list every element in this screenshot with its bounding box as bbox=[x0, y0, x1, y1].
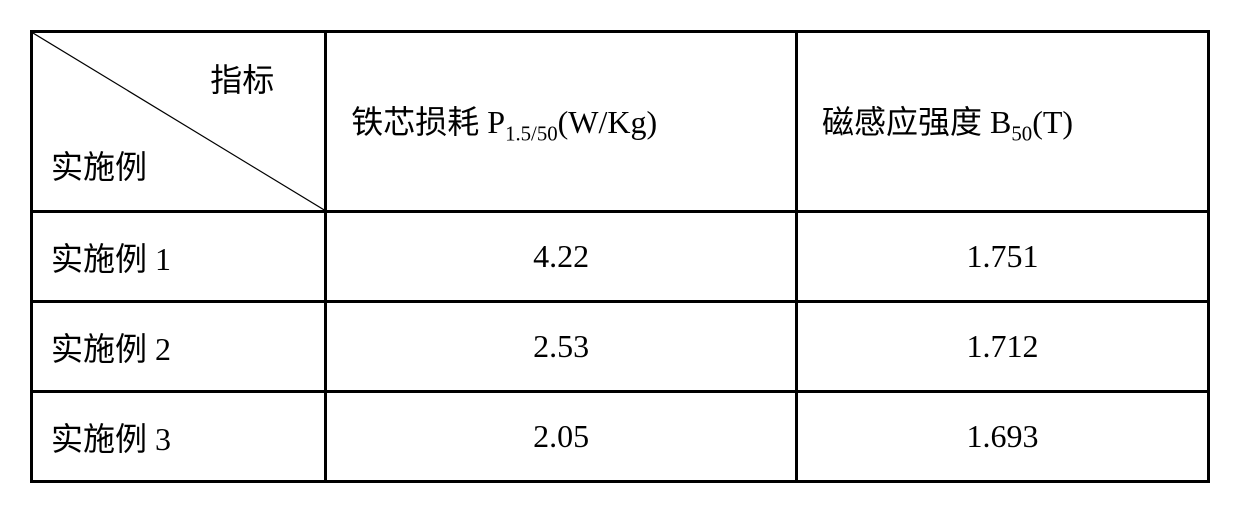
flux-density-value: 1.712 bbox=[797, 302, 1209, 392]
row-label: 实施例 2 bbox=[32, 302, 326, 392]
flux-suffix: (T) bbox=[1032, 104, 1073, 140]
table-row: 实施例 1 4.22 1.751 bbox=[32, 212, 1209, 302]
properties-table: 指标 实施例 铁芯损耗 P1.5/50(W/Kg) 磁感应强度 B50(T) 实… bbox=[30, 30, 1210, 483]
flux-density-value: 1.751 bbox=[797, 212, 1209, 302]
properties-table-container: 指标 实施例 铁芯损耗 P1.5/50(W/Kg) 磁感应强度 B50(T) 实… bbox=[30, 30, 1210, 483]
corner-bottom-label: 实施例 bbox=[51, 142, 147, 188]
core-loss-value: 2.05 bbox=[326, 392, 797, 482]
corner-top-label: 指标 bbox=[210, 55, 274, 101]
core-loss-value: 4.22 bbox=[326, 212, 797, 302]
core-loss-prefix: 铁芯损耗 P bbox=[351, 104, 505, 140]
flux-prefix: 磁感应强度 B bbox=[822, 104, 1011, 140]
header-row: 指标 实施例 铁芯损耗 P1.5/50(W/Kg) 磁感应强度 B50(T) bbox=[32, 32, 1209, 212]
column-header-flux-density: 磁感应强度 B50(T) bbox=[797, 32, 1209, 212]
table-row: 实施例 2 2.53 1.712 bbox=[32, 302, 1209, 392]
flux-density-value: 1.693 bbox=[797, 392, 1209, 482]
core-loss-subscript: 1.5/50 bbox=[505, 122, 558, 145]
core-loss-value: 2.53 bbox=[326, 302, 797, 392]
core-loss-suffix: (W/Kg) bbox=[558, 104, 658, 140]
row-label: 实施例 3 bbox=[32, 392, 326, 482]
flux-subscript: 50 bbox=[1011, 122, 1032, 145]
column-header-core-loss: 铁芯损耗 P1.5/50(W/Kg) bbox=[326, 32, 797, 212]
row-label: 实施例 1 bbox=[32, 212, 326, 302]
table-row: 实施例 3 2.05 1.693 bbox=[32, 392, 1209, 482]
diagonal-header-cell: 指标 实施例 bbox=[32, 32, 326, 212]
